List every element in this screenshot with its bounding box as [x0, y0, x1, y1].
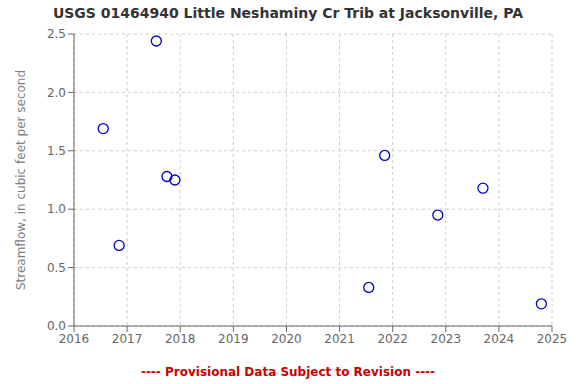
svg-text:2025: 2025: [537, 332, 568, 346]
svg-text:2020: 2020: [271, 332, 302, 346]
svg-text:1.5: 1.5: [47, 144, 66, 158]
svg-text:Streamflow, in cubic feet per: Streamflow, in cubic feet per second: [14, 70, 28, 290]
svg-text:2021: 2021: [324, 332, 355, 346]
svg-text:2016: 2016: [59, 332, 90, 346]
html-text:USGS 01464940 Little Neshaminy: USGS 01464940 Little Neshaminy Cr Trib a…: [52, 5, 524, 21]
svg-text:2.5: 2.5: [47, 27, 66, 41]
svg-text:0.5: 0.5: [47, 261, 66, 275]
svg-text:2022: 2022: [377, 332, 408, 346]
html-text:---- Provisional Data Subject: ---- Provisional Data Subject to Revisio…: [140, 365, 436, 379]
svg-text:2019: 2019: [218, 332, 249, 346]
svg-text:2017: 2017: [112, 332, 143, 346]
svg-text:2024: 2024: [484, 332, 515, 346]
svg-text:0.0: 0.0: [47, 319, 66, 333]
svg-text:2.0: 2.0: [47, 86, 66, 100]
svg-text:2018: 2018: [165, 332, 196, 346]
svg-text:1.0: 1.0: [47, 202, 66, 216]
svg-text:2023: 2023: [431, 332, 462, 346]
